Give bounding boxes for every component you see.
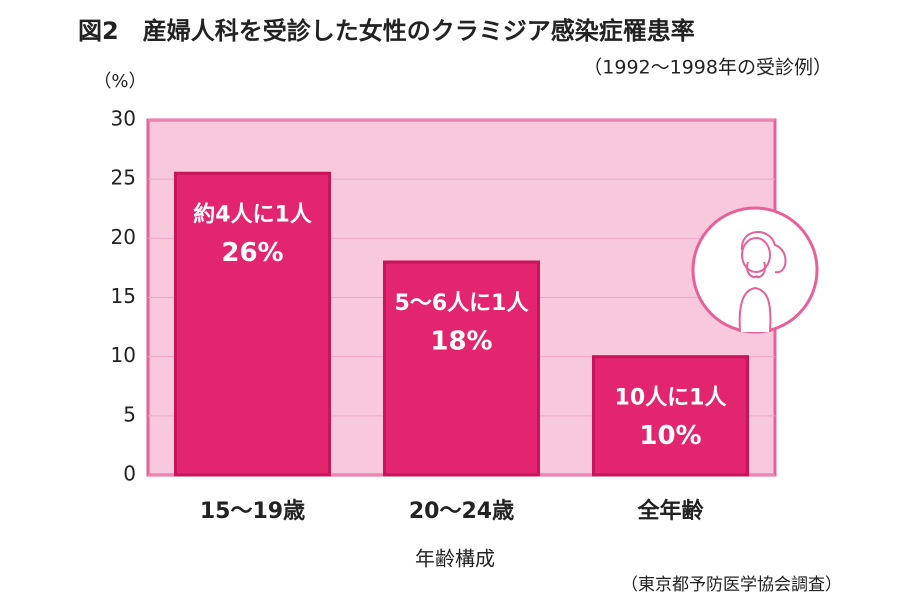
y-tick-label: 10 bbox=[111, 343, 136, 367]
y-tick-label: 15 bbox=[111, 284, 136, 308]
x-axis-label: 年齢構成 bbox=[415, 547, 495, 571]
x-tick-label: 20〜24歳 bbox=[409, 499, 514, 524]
bar bbox=[592, 355, 749, 477]
y-tick-label: 30 bbox=[111, 107, 136, 131]
illustration bbox=[691, 206, 819, 334]
bar-note: 5〜6人に1人 bbox=[395, 291, 529, 316]
value-label: 26% bbox=[221, 238, 283, 268]
x-tick-label: 15〜19歳 bbox=[200, 499, 305, 524]
bar-note: 約4人に1人 bbox=[193, 201, 312, 227]
bar-note: 10人に1人 bbox=[615, 386, 727, 411]
y-tick-label: 20 bbox=[111, 225, 136, 249]
y-axis-label: （%） bbox=[93, 71, 146, 92]
y-tick-label: 5 bbox=[123, 402, 136, 426]
chart-subtitle: （1992〜1998年の受診例） bbox=[583, 57, 832, 79]
y-tick-label: 25 bbox=[111, 166, 136, 190]
value-label: 18% bbox=[430, 327, 492, 357]
y-tick-label: 0 bbox=[123, 462, 136, 486]
value-label: 10% bbox=[639, 421, 701, 451]
source: （東京都予防医学協会調査） bbox=[621, 575, 842, 595]
bar bbox=[383, 260, 540, 477]
chart-title: 図2 産婦人科を受診した女性のクラミジア感染症罹患率 bbox=[78, 17, 695, 45]
x-tick-label: 全年齢 bbox=[636, 498, 704, 524]
bar bbox=[174, 171, 331, 477]
